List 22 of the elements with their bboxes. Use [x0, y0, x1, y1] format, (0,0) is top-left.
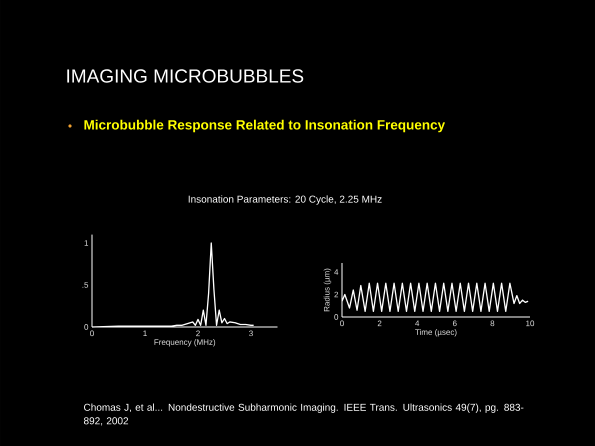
x-tick-label: 2 — [196, 330, 200, 336]
x-tick-label: 1 — [143, 330, 147, 336]
x-axis-title: Time (µsec) — [415, 329, 457, 337]
x-tick-label: 10 — [526, 320, 534, 326]
x-tick-label: 3 — [249, 330, 253, 336]
text: Chomas J, et al... Nondestructive Subharmonic Imaging. IEEE Trans. Ultrasonics 49(7), pg. 883-892, 2002 — [84, 404, 524, 426]
x-tick-label: 2 — [378, 320, 382, 326]
x-axis-title: Frequency (MHz) — [154, 339, 216, 347]
chart-title: IMAGING MICROBUBBLES — [67, 69, 304, 83]
y-tick-label: .5 — [82, 282, 88, 288]
y-tick-label: 1 — [84, 240, 88, 246]
y-tick-label: 2 — [334, 292, 338, 298]
x-tick-label: 6 — [452, 320, 457, 326]
y-tick-label: 4 — [334, 269, 338, 275]
x-tick-label: 8 — [490, 320, 494, 326]
x-tick-label: 4 — [415, 320, 420, 326]
chart-subtitle: Microbubble Response Related to Insonation Frequency — [84, 120, 446, 132]
x-tick-label: 0 — [90, 330, 94, 336]
x-tick-label: 0 — [340, 320, 344, 326]
y-axis-title: Radius (µm) — [324, 268, 332, 312]
y-tick-label: 0 — [334, 314, 338, 320]
text: Insonation Parameters: 20 Cycle, 2.25 MHz — [188, 195, 382, 205]
